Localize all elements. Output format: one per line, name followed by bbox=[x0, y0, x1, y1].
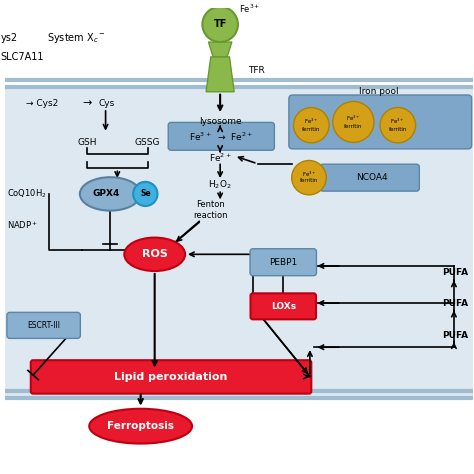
Text: PEBP1: PEBP1 bbox=[269, 258, 297, 267]
Circle shape bbox=[202, 7, 238, 42]
Text: lysosome: lysosome bbox=[199, 118, 241, 127]
Circle shape bbox=[333, 101, 374, 142]
FancyBboxPatch shape bbox=[5, 87, 473, 398]
Ellipse shape bbox=[89, 409, 192, 444]
Text: NADP$^+$: NADP$^+$ bbox=[8, 219, 38, 231]
Text: Fe$^{3+}$: Fe$^{3+}$ bbox=[301, 169, 316, 179]
FancyBboxPatch shape bbox=[320, 164, 419, 191]
Text: CoQ10H$_2$: CoQ10H$_2$ bbox=[8, 188, 47, 200]
FancyBboxPatch shape bbox=[289, 95, 472, 149]
Text: ROS: ROS bbox=[142, 249, 168, 259]
FancyBboxPatch shape bbox=[31, 360, 311, 393]
Text: LOXs: LOXs bbox=[271, 302, 296, 311]
Text: H$_2$O$_2$: H$_2$O$_2$ bbox=[208, 178, 232, 191]
Text: TFR: TFR bbox=[248, 66, 265, 75]
Text: ferritin: ferritin bbox=[389, 128, 407, 132]
Ellipse shape bbox=[124, 237, 185, 271]
Text: GSH: GSH bbox=[77, 138, 97, 147]
Text: Iron pool: Iron pool bbox=[359, 87, 399, 96]
Text: GPX4: GPX4 bbox=[93, 190, 120, 199]
FancyBboxPatch shape bbox=[5, 8, 473, 87]
Text: GSSG: GSSG bbox=[135, 138, 160, 147]
Text: Lipid peroxidation: Lipid peroxidation bbox=[114, 372, 228, 382]
Text: PUFA: PUFA bbox=[442, 331, 468, 340]
Text: TF: TF bbox=[213, 19, 227, 29]
Text: Fe$^{3+}$: Fe$^{3+}$ bbox=[304, 117, 319, 126]
Text: Se: Se bbox=[140, 190, 151, 199]
Text: Cys: Cys bbox=[99, 99, 115, 108]
Text: ferritin: ferritin bbox=[300, 178, 318, 183]
Text: System X$_c$$^-$: System X$_c$$^-$ bbox=[47, 31, 106, 46]
Circle shape bbox=[380, 108, 416, 143]
Text: →: → bbox=[82, 99, 91, 109]
Ellipse shape bbox=[80, 177, 141, 210]
Polygon shape bbox=[209, 42, 232, 57]
Text: Fe$^{3+}$: Fe$^{3+}$ bbox=[391, 117, 405, 126]
Text: Fe$^{3+}$: Fe$^{3+}$ bbox=[346, 114, 361, 123]
FancyBboxPatch shape bbox=[168, 122, 274, 150]
FancyBboxPatch shape bbox=[250, 249, 317, 276]
Circle shape bbox=[133, 182, 157, 206]
Text: SLC7A11: SLC7A11 bbox=[0, 52, 44, 62]
Text: Fenton
reaction: Fenton reaction bbox=[193, 200, 228, 220]
FancyBboxPatch shape bbox=[7, 312, 80, 338]
Text: ys2: ys2 bbox=[0, 33, 18, 43]
Text: ferritin: ferritin bbox=[344, 124, 363, 129]
FancyBboxPatch shape bbox=[251, 293, 316, 319]
Circle shape bbox=[293, 108, 329, 143]
Text: ferritin: ferritin bbox=[302, 128, 320, 132]
Text: PUFA: PUFA bbox=[442, 268, 468, 277]
Polygon shape bbox=[206, 57, 234, 92]
Text: Fe$^{3+}$  →  Fe$^{2+}$: Fe$^{3+}$ → Fe$^{2+}$ bbox=[189, 130, 253, 143]
Text: NCOA4: NCOA4 bbox=[356, 173, 388, 182]
Text: Fe$^{3+}$: Fe$^{3+}$ bbox=[239, 2, 260, 15]
Text: Fe$^{2+}$: Fe$^{2+}$ bbox=[209, 152, 231, 164]
FancyBboxPatch shape bbox=[5, 398, 473, 473]
Text: ESCRT-III: ESCRT-III bbox=[27, 321, 60, 330]
Text: → Cys2: → Cys2 bbox=[26, 99, 58, 108]
Text: PUFA: PUFA bbox=[442, 299, 468, 308]
Text: Ferroptosis: Ferroptosis bbox=[107, 421, 174, 431]
Circle shape bbox=[292, 161, 326, 195]
